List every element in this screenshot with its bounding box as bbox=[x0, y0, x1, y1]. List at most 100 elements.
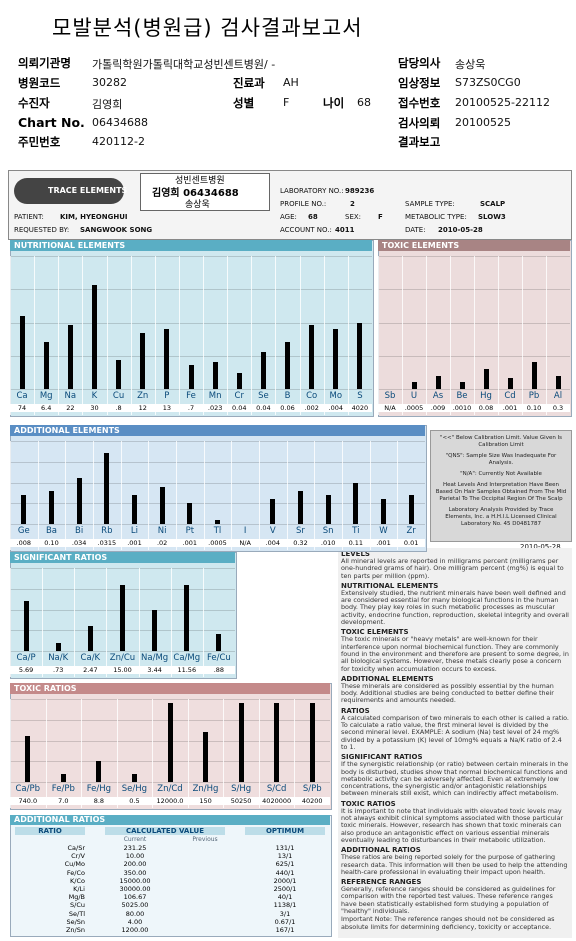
element-label: Pb bbox=[528, 391, 540, 401]
element-value: .034 bbox=[65, 539, 93, 547]
value: 68 bbox=[308, 213, 318, 221]
bar bbox=[274, 703, 280, 782]
bar bbox=[184, 584, 190, 651]
element-value: .73 bbox=[42, 666, 75, 674]
element-value: 0.01 bbox=[397, 539, 425, 547]
element-label: W bbox=[379, 526, 388, 536]
bar bbox=[152, 609, 158, 651]
element-label: U bbox=[410, 391, 418, 401]
element-label: S bbox=[357, 391, 363, 401]
note-text: Important Note: The reference ranges sho… bbox=[341, 915, 555, 931]
table-cell: 40/1 bbox=[277, 893, 293, 902]
bar bbox=[325, 494, 331, 524]
note-text: These minerals are considered as possibl… bbox=[341, 681, 554, 705]
column-divider bbox=[223, 699, 225, 808]
element-label: Zn bbox=[137, 391, 149, 401]
label: REQUESTED BY: bbox=[14, 226, 70, 234]
label: 수진자 bbox=[18, 96, 50, 110]
lab-logo bbox=[14, 178, 124, 204]
column-divider bbox=[314, 441, 316, 550]
table-cell: 106.67 bbox=[123, 893, 147, 902]
bar bbox=[483, 369, 489, 389]
value: 가톨릭학원가톨릭대학교성빈센트병원/ - bbox=[92, 58, 276, 71]
bar bbox=[270, 499, 276, 524]
element-label: Fe/Pb bbox=[51, 784, 75, 794]
bar bbox=[140, 333, 146, 389]
column-divider bbox=[148, 441, 150, 550]
element-value: 4020 bbox=[347, 404, 372, 412]
value: 송상욱 bbox=[455, 58, 486, 71]
element-value: 8.8 bbox=[81, 797, 117, 805]
column-divider bbox=[187, 699, 189, 808]
column-divider bbox=[286, 441, 288, 550]
element-label: Ca/K bbox=[80, 653, 101, 663]
element-label: Fe bbox=[186, 391, 196, 401]
column-divider bbox=[259, 441, 260, 550]
bar bbox=[104, 453, 110, 524]
element-label: S/Cd bbox=[266, 784, 287, 794]
value: F bbox=[378, 213, 383, 221]
value: 김영희 bbox=[92, 98, 123, 111]
column-divider bbox=[42, 568, 44, 677]
column-divider bbox=[227, 256, 229, 415]
grid-line bbox=[10, 782, 330, 783]
label: 담당의사 bbox=[398, 56, 441, 70]
element-value: 30 bbox=[82, 404, 107, 412]
note-heading: REFERENCE RANGES bbox=[341, 878, 422, 887]
note-text: These ratios are being reported solely f… bbox=[341, 853, 568, 876]
value: AH bbox=[283, 76, 299, 89]
value: 420112-2 bbox=[92, 135, 145, 148]
label: AGE: bbox=[280, 213, 297, 221]
element-label: Mo bbox=[329, 391, 343, 401]
grid-line bbox=[10, 524, 425, 525]
element-value: 12000.0 bbox=[152, 797, 188, 805]
table-cell: Cr/V bbox=[71, 852, 85, 861]
element-value: 13 bbox=[154, 404, 179, 412]
column-divider bbox=[323, 256, 325, 415]
column-divider bbox=[106, 256, 108, 415]
table-cell: S/Cu bbox=[70, 901, 85, 910]
table-cell: Cu/Mo bbox=[64, 860, 85, 869]
element-label: Ca/Mg bbox=[173, 653, 201, 663]
column-divider bbox=[397, 441, 399, 550]
table-cell: 625/1 bbox=[275, 860, 295, 869]
value: 2010-05-28 bbox=[438, 226, 483, 234]
bar bbox=[43, 342, 49, 389]
table-cell: 200.00 bbox=[123, 860, 147, 869]
bar bbox=[212, 362, 218, 389]
bar bbox=[87, 626, 93, 651]
bar bbox=[260, 351, 266, 389]
value: KIM, HYEONGHUI bbox=[60, 213, 128, 221]
grid-line bbox=[10, 256, 372, 257]
column-divider bbox=[203, 441, 205, 550]
table-cell: 131/1 bbox=[275, 844, 295, 852]
label: 검사의뢰 bbox=[398, 116, 441, 130]
value: 06434688 bbox=[92, 116, 148, 129]
grid-line bbox=[10, 389, 372, 390]
element-value: .001 bbox=[369, 539, 398, 547]
element-value: .001 bbox=[498, 404, 522, 412]
table-cell: 231.25 bbox=[123, 844, 147, 852]
element-value: 5.69 bbox=[10, 666, 43, 674]
element-label: As bbox=[432, 391, 444, 401]
element-value: .88 bbox=[202, 666, 235, 674]
bar bbox=[55, 642, 61, 651]
element-label: S/Hg bbox=[231, 784, 252, 794]
legend-text: "N/A": Currently Not Available bbox=[460, 471, 542, 477]
panel-header bbox=[10, 425, 425, 436]
element-label: Ti bbox=[352, 526, 360, 536]
grid-line bbox=[10, 441, 425, 442]
table-cell: 3/1 bbox=[279, 909, 291, 918]
element-label: Hg bbox=[480, 391, 492, 401]
element-value: .02 bbox=[148, 539, 176, 547]
bar bbox=[159, 486, 165, 524]
bar bbox=[531, 362, 537, 389]
note-heading: TOXIC RATIOS bbox=[341, 799, 396, 808]
value: 30282 bbox=[92, 76, 127, 89]
element-label: Ni bbox=[157, 526, 167, 536]
bar bbox=[19, 315, 25, 389]
column-divider bbox=[93, 441, 94, 550]
bar bbox=[132, 494, 137, 524]
table-cell: Mg/B bbox=[68, 893, 85, 902]
